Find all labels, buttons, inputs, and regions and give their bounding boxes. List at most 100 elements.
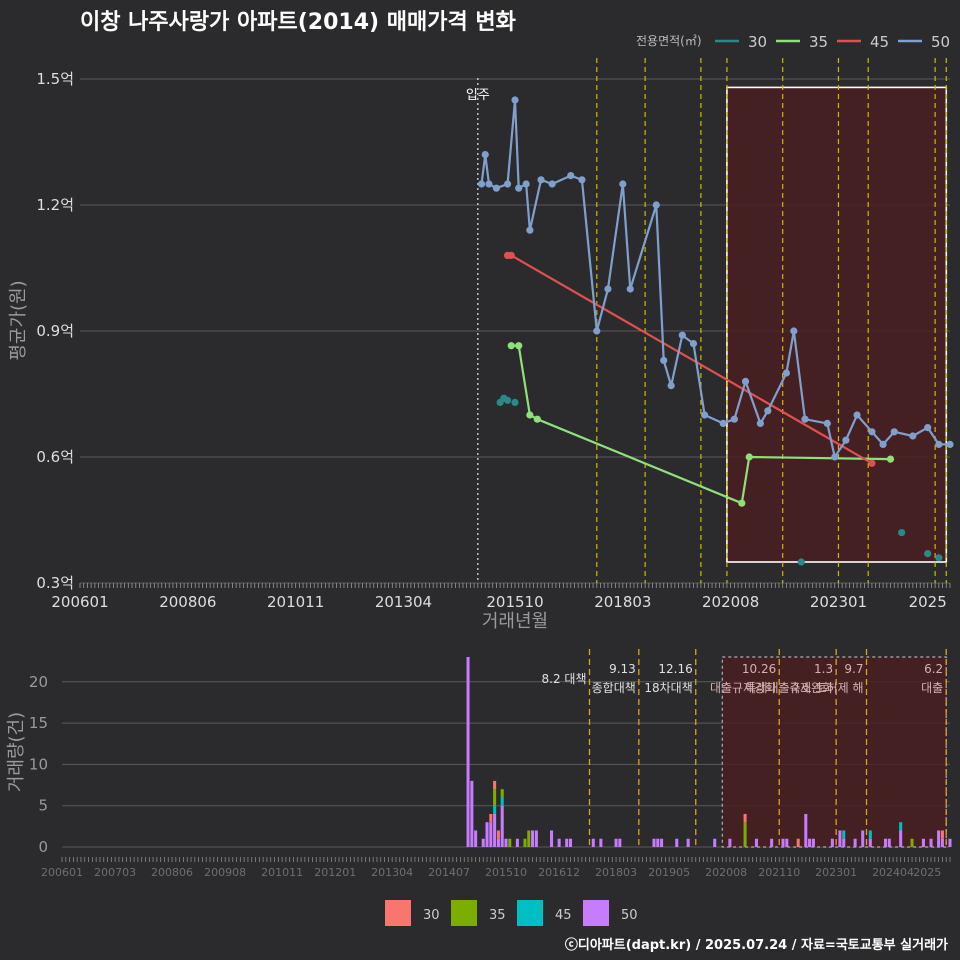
data-point-45 (507, 251, 515, 259)
x-tick-label: 201011 (267, 593, 324, 611)
bar-segment-50 (785, 838, 789, 847)
bar-segment-50 (534, 830, 538, 847)
data-point-50 (868, 428, 876, 436)
legend-title: 전용면적(㎡) (636, 34, 702, 48)
bar-segment-50 (565, 838, 569, 847)
footer: ⓒ디아파트(dapt.kr) / 2025.07.24 / 자료=국토교통부 실… (564, 938, 948, 953)
bar-x-tick-label: 200806 (151, 866, 193, 879)
bar-segment-50 (808, 838, 812, 847)
data-point-50 (853, 411, 861, 419)
bar-y-tick-label: 5 (38, 797, 48, 815)
y-tick-label: 1.5억 (36, 70, 74, 88)
x-tick-label: 200601 (51, 593, 108, 611)
bar-segment-50 (853, 838, 857, 847)
bar-segment-50 (660, 838, 664, 847)
data-point-35 (526, 411, 534, 419)
data-point-50 (526, 226, 534, 234)
bar-segment-50 (781, 838, 785, 847)
data-point-50 (924, 424, 932, 432)
data-point-50 (492, 184, 501, 192)
event-label-sub: 18차대책 (644, 680, 692, 695)
bar-segment-30 (493, 780, 497, 790)
bar-segment-50 (550, 830, 554, 847)
bar-segment-45 (500, 797, 504, 806)
bar-segment-50 (591, 838, 595, 847)
volume-bar-chart: 0 5 10 15 20 200601 200703 200806 200908 201011 20… (6, 649, 952, 926)
bar-x-tick-label: 202110 (758, 866, 800, 879)
bar-segment-50 (504, 838, 508, 847)
bar-segment-50 (861, 830, 865, 847)
y-axis-title: 평균가(원) (8, 280, 29, 360)
bar-y-tick-label: 15 (29, 714, 48, 732)
bar-segment-50 (466, 657, 470, 847)
x-axis-title: 거래년월 (482, 611, 548, 632)
x-tick-label: 202008 (702, 593, 759, 611)
event-label: 1.3 (814, 662, 833, 676)
x-tick-label: 200806 (159, 593, 216, 611)
data-point-50 (503, 180, 512, 188)
bar-segment-30 (489, 813, 493, 823)
data-point-50 (764, 407, 772, 415)
data-point-50 (537, 176, 545, 184)
bar-segment-50 (868, 838, 872, 847)
bar-legend-key-30 (385, 900, 411, 926)
bar-segment-50 (686, 838, 690, 847)
data-point-50 (719, 419, 727, 427)
event-label-sub: 대출규제강화 (710, 681, 776, 695)
data-point-50 (935, 440, 943, 448)
bar-segment-50 (728, 838, 732, 847)
data-point-30 (797, 558, 805, 566)
legend-label-30: 30 (748, 33, 767, 51)
bar-x-tick-label: 200908 (204, 866, 246, 879)
data-point-50 (730, 415, 738, 423)
bar-x-tick-label: 202301 (815, 866, 857, 879)
bar-x-tick-label: 201803 (595, 866, 637, 879)
bar-x-tick-label: 201201 (314, 866, 356, 879)
event-label: 9.13 (609, 662, 636, 676)
bar-x-tick-label: 201612 (538, 866, 580, 879)
y-tick-label: 0.9억 (36, 322, 74, 340)
bar-y-axis-title: 거래량(건) (6, 712, 27, 792)
data-point-50 (604, 285, 612, 293)
bar-segment-35 (508, 838, 512, 847)
data-point-50 (660, 356, 668, 364)
data-point-35 (515, 342, 523, 350)
bar-x-tick-label: 201011 (261, 866, 303, 879)
bar-segment-50 (770, 838, 774, 847)
bar-segment-50 (489, 822, 493, 847)
bar-segment-50 (496, 838, 500, 847)
bar-y-tick-label: 0 (38, 838, 48, 856)
event-label: 12.16 (658, 662, 692, 676)
bar-segment-50 (568, 838, 573, 847)
data-point-50 (578, 176, 586, 184)
data-point-30 (935, 554, 943, 562)
bar-segment-50 (948, 838, 952, 847)
event-label-sub: 규제완화 (789, 681, 833, 695)
bar-legend-label-50: 50 (621, 908, 638, 923)
data-point-30 (924, 550, 932, 558)
bar-segment-50 (899, 830, 903, 847)
event-label-sub: 특례대출축소 토허제 해 (745, 681, 863, 695)
data-point-50 (485, 180, 493, 188)
bar-segment-35 (500, 789, 504, 798)
data-point-50 (842, 436, 850, 444)
legend-label-45: 45 (870, 33, 889, 51)
x-tick-label: 2025 (909, 593, 947, 611)
bar-segment-50 (883, 838, 888, 847)
bar-segment-35 (527, 830, 531, 847)
bar-legend-key-50 (583, 900, 609, 926)
bar-segment-50 (754, 838, 758, 847)
data-point-50 (831, 453, 839, 461)
bar-segment-50 (481, 838, 485, 847)
bar-segment-50 (921, 838, 925, 847)
event-label: 6.2 (924, 662, 943, 676)
bar-segment-50 (675, 838, 679, 847)
bar-legend-key-45 (517, 900, 543, 926)
data-point-50 (652, 201, 660, 209)
data-point-50 (823, 419, 831, 427)
bar-segment-30 (743, 813, 747, 823)
data-point-50 (801, 415, 809, 423)
bar-highlight-box (721, 656, 947, 848)
bar-segment-50 (830, 838, 834, 847)
